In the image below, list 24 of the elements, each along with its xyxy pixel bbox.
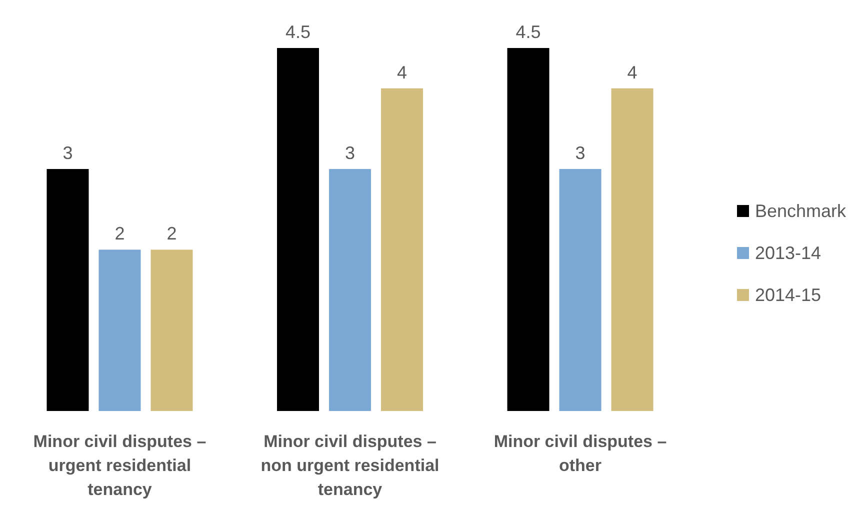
legend-label: 2013-14 [755, 243, 822, 263]
data-label: 2 [166, 224, 177, 244]
bar [46, 169, 89, 411]
bar [381, 88, 423, 411]
data-label: 4.5 [285, 22, 311, 42]
bar [150, 250, 193, 411]
data-label: 2 [114, 224, 125, 244]
data-label: 4 [396, 62, 408, 82]
x-tick-label: Minor civil disputes – non urgent residential tenancy [260, 432, 440, 499]
data-label: 4.5 [516, 22, 541, 42]
x-tick-label: Minor civil disputes – other [494, 432, 667, 475]
bar [507, 48, 550, 411]
data-label: 3 [575, 143, 586, 163]
data-label: 3 [62, 143, 73, 163]
bar [329, 169, 371, 411]
x-tick-label: Minor civil disputes – urgent residential tenancy [33, 432, 206, 499]
data-label: 3 [344, 143, 356, 163]
bar [611, 88, 654, 411]
legend-label: 2014-15 [755, 285, 822, 305]
bar [559, 169, 602, 411]
data-label: 4 [627, 62, 638, 82]
bar [98, 250, 141, 411]
bar [277, 48, 319, 411]
legend-label: Benchmark [755, 201, 848, 221]
